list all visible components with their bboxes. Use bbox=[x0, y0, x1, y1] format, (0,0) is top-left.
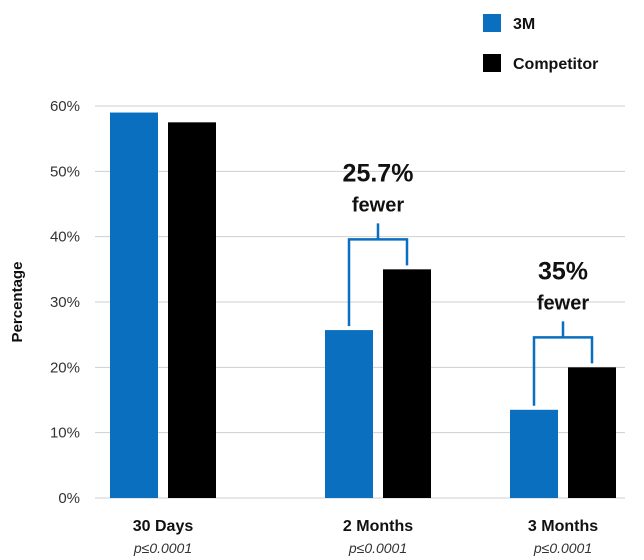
y-tick-label: 60% bbox=[50, 98, 80, 115]
y-axis-ticks: 0% 10% 20% 30% 40% 50% 60% bbox=[50, 98, 80, 507]
legend-swatch bbox=[483, 14, 501, 32]
p-value-label: p≤0.0001 bbox=[533, 540, 592, 556]
annotation-percent: 25.7% bbox=[343, 159, 414, 187]
bars bbox=[110, 112, 616, 499]
x-axis-categories: 30 Days p≤0.0001 2 Months p≤0.0001 3 Months p… bbox=[133, 518, 598, 556]
y-tick-label: 10% bbox=[50, 425, 80, 442]
category-label: 30 Days bbox=[133, 518, 194, 535]
legend-label: 3M bbox=[513, 16, 535, 33]
bar-3m bbox=[325, 330, 373, 498]
bar-competitor bbox=[568, 367, 616, 498]
y-tick-label: 0% bbox=[58, 490, 80, 507]
y-axis-label: Percentage bbox=[9, 262, 26, 343]
category-label: 2 Months bbox=[343, 518, 413, 535]
bar-competitor bbox=[168, 122, 216, 498]
bar-3m bbox=[110, 112, 158, 499]
category-label: 3 Months bbox=[528, 518, 598, 535]
bar-competitor bbox=[383, 269, 431, 498]
y-tick-label: 50% bbox=[50, 163, 80, 180]
y-tick-label: 20% bbox=[50, 359, 80, 376]
bracket bbox=[347, 223, 409, 327]
legend-swatch bbox=[483, 54, 501, 72]
y-tick-label: 40% bbox=[50, 229, 80, 246]
annotation-word: fewer bbox=[352, 194, 404, 216]
annotation-word: fewer bbox=[537, 292, 589, 314]
annotation-percent: 35% bbox=[538, 257, 588, 285]
y-tick-label: 30% bbox=[50, 294, 80, 311]
bracket bbox=[532, 321, 594, 406]
p-value-label: p≤0.0001 bbox=[133, 540, 192, 556]
p-value-label: p≤0.0001 bbox=[348, 540, 407, 556]
legend: 3M Competitor bbox=[483, 14, 598, 73]
comparison-brackets: 25.7% fewer 35% fewer bbox=[343, 159, 594, 406]
legend-label: Competitor bbox=[513, 56, 598, 73]
bar-3m bbox=[510, 409, 558, 498]
